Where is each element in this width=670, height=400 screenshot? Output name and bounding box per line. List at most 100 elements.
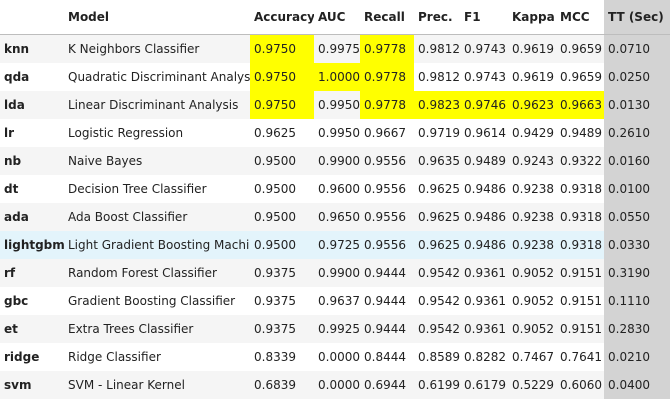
- metric-cell: 0.9725: [314, 231, 360, 259]
- column-header-7: MCC: [556, 0, 604, 35]
- metric-cell: 0.3190: [604, 259, 670, 287]
- metric-cell: 0.0100: [604, 175, 670, 203]
- model-name-cell: Decision Tree Classifier: [64, 175, 250, 203]
- metric-cell: 0.9052: [508, 259, 556, 287]
- metric-cell: 0.9318: [556, 175, 604, 203]
- metric-cell: 0.9361: [460, 259, 508, 287]
- metric-cell: 0.0000: [314, 371, 360, 399]
- metric-cell: 0.9719: [414, 119, 460, 147]
- metric-cell: 0.9925: [314, 315, 360, 343]
- table-row: qda Quadratic Discriminant Analysis 0.9750…: [0, 63, 670, 91]
- metric-cell: 0.6060: [556, 371, 604, 399]
- metric-cell: 0.9659: [556, 34, 604, 63]
- metric-cell: 0.9500: [250, 231, 314, 259]
- table-row: rf Random Forest Classifier 0.9375 0.9900 0.…: [0, 259, 670, 287]
- metric-cell: 0.9950: [314, 119, 360, 147]
- metric-cell: 0.9650: [314, 203, 360, 231]
- metric-cell: 0.9659: [556, 63, 604, 91]
- metric-cell: 0.9823: [414, 91, 460, 119]
- metric-cell: 0.9243: [508, 147, 556, 175]
- metric-cell: 0.0250: [604, 63, 670, 91]
- metric-cell: 0.9500: [250, 147, 314, 175]
- table-row: ada Ada Boost Classifier 0.9500 0.9650 0.955…: [0, 203, 670, 231]
- row-index: lr: [0, 119, 64, 147]
- metric-cell: 0.9151: [556, 315, 604, 343]
- metric-cell: 0.9663: [556, 91, 604, 119]
- metric-cell: 0.9556: [360, 175, 414, 203]
- metric-cell: 0.9900: [314, 147, 360, 175]
- metric-cell: 0.9625: [414, 203, 460, 231]
- table-row: lda Linear Discriminant Analysis 0.9750 0.9…: [0, 91, 670, 119]
- metric-cell: 0.9238: [508, 231, 556, 259]
- model-name-cell: Linear Discriminant Analysis: [64, 91, 250, 119]
- metric-cell: 0.6944: [360, 371, 414, 399]
- table-header-row: Model Accuracy AUC Recall Prec. F1 Kappa MCC TT …: [0, 0, 670, 35]
- metric-cell: 0.9750: [250, 91, 314, 119]
- row-index: lightgbm: [0, 231, 64, 259]
- metric-cell: 0.9743: [460, 63, 508, 91]
- column-header-3: Recall: [360, 0, 414, 35]
- metric-cell: 0.9238: [508, 175, 556, 203]
- metric-cell: 0.9635: [414, 147, 460, 175]
- row-index: knn: [0, 34, 64, 63]
- model-name-cell: SVM - Linear Kernel: [64, 371, 250, 399]
- metric-cell: 0.7467: [508, 343, 556, 371]
- metric-cell: 0.9429: [508, 119, 556, 147]
- metric-cell: 0.9375: [250, 259, 314, 287]
- table-row: knn K Neighbors Classifier 0.9750 0.9975 0.9…: [0, 34, 670, 63]
- metric-cell: 0.9637: [314, 287, 360, 315]
- metric-cell: 0.8282: [460, 343, 508, 371]
- table-body: knn K Neighbors Classifier 0.9750 0.9975 0.9…: [0, 34, 670, 399]
- metric-cell: 0.6179: [460, 371, 508, 399]
- metric-cell: 0.0550: [604, 203, 670, 231]
- metric-cell: 0.9556: [360, 203, 414, 231]
- metric-cell: 0.0130: [604, 91, 670, 119]
- model-name-cell: Quadratic Discriminant Analysis: [64, 63, 250, 91]
- row-index: svm: [0, 371, 64, 399]
- metric-cell: 0.9750: [250, 63, 314, 91]
- metric-cell: 0.9542: [414, 315, 460, 343]
- metric-cell: 0.9542: [414, 259, 460, 287]
- metric-cell: 0.9444: [360, 315, 414, 343]
- metric-cell: 0.9623: [508, 91, 556, 119]
- metric-cell: 0.9812: [414, 34, 460, 63]
- metric-cell: 1.0000: [314, 63, 360, 91]
- column-header-0: Model: [64, 0, 250, 35]
- row-index: ridge: [0, 343, 64, 371]
- metric-cell: 0.7641: [556, 343, 604, 371]
- model-name-cell: K Neighbors Classifier: [64, 34, 250, 63]
- metric-cell: 0.9361: [460, 287, 508, 315]
- row-index: gbc: [0, 287, 64, 315]
- table-row: lightgbm Light Gradient Boosting Machine 0…: [0, 231, 670, 259]
- metric-cell: 0.9318: [556, 203, 604, 231]
- metric-cell: 0.0000: [314, 343, 360, 371]
- metric-cell: 0.9151: [556, 259, 604, 287]
- metric-cell: 0.9556: [360, 231, 414, 259]
- metric-cell: 0.9151: [556, 287, 604, 315]
- metric-cell: 0.9619: [508, 34, 556, 63]
- model-name-cell: Gradient Boosting Classifier: [64, 287, 250, 315]
- metric-cell: 0.9743: [460, 34, 508, 63]
- table-row: et Extra Trees Classifier 0.9375 0.9925 0.94…: [0, 315, 670, 343]
- metric-cell: 0.9322: [556, 147, 604, 175]
- model-name-cell: Naive Bayes: [64, 147, 250, 175]
- metric-cell: 0.0160: [604, 147, 670, 175]
- table-row: ridge Ridge Classifier 0.8339 0.0000 0.8444 0…: [0, 343, 670, 371]
- metric-cell: 0.9500: [250, 175, 314, 203]
- table-row: svm SVM - Linear Kernel 0.6839 0.0000 0.6944…: [0, 371, 670, 399]
- metric-cell: 0.0710: [604, 34, 670, 63]
- metric-cell: 0.9556: [360, 147, 414, 175]
- metric-cell: 0.9375: [250, 287, 314, 315]
- metric-cell: 0.9489: [460, 147, 508, 175]
- table-row: gbc Gradient Boosting Classifier 0.9375 0.9…: [0, 287, 670, 315]
- metric-cell: 0.9950: [314, 91, 360, 119]
- metric-cell: 0.9600: [314, 175, 360, 203]
- metric-cell: 0.9619: [508, 63, 556, 91]
- metric-cell: 0.9614: [460, 119, 508, 147]
- metric-cell: 0.9900: [314, 259, 360, 287]
- metric-cell: 0.9778: [360, 34, 414, 63]
- column-header-1: Accuracy: [250, 0, 314, 35]
- column-header-5: F1: [460, 0, 508, 35]
- metric-cell: 0.9052: [508, 287, 556, 315]
